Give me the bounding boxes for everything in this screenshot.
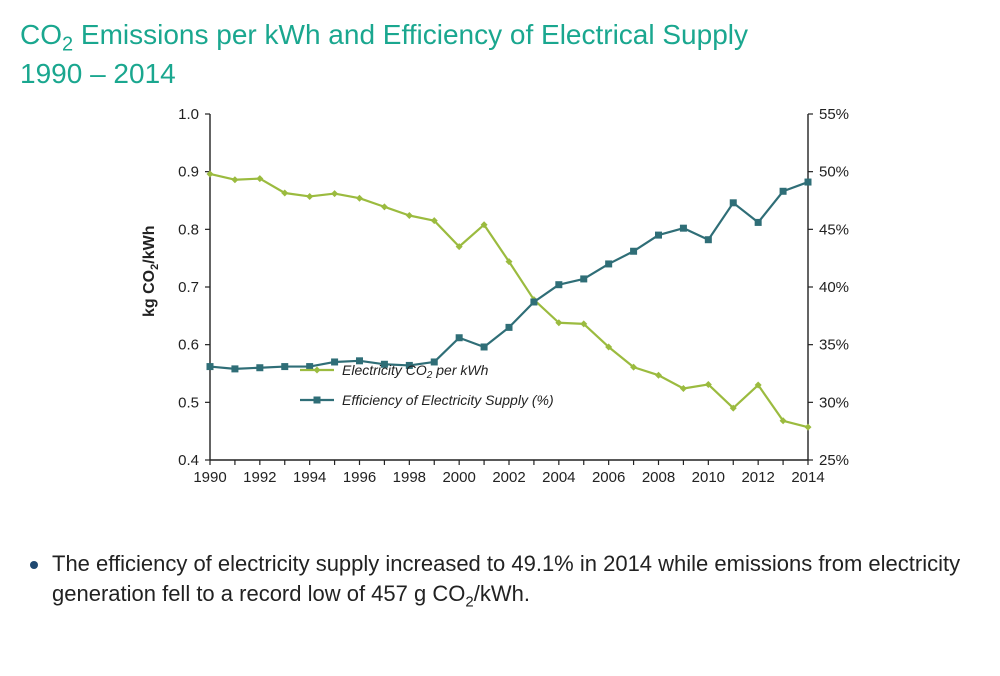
svg-text:0.9: 0.9 (178, 164, 199, 181)
svg-text:1990: 1990 (193, 469, 226, 486)
svg-text:25%: 25% (819, 452, 849, 469)
svg-text:2012: 2012 (741, 469, 774, 486)
svg-text:2006: 2006 (592, 469, 625, 486)
svg-text:2000: 2000 (442, 469, 475, 486)
svg-text:35%: 35% (819, 337, 849, 354)
svg-text:kg CO2/kWh: kg CO2/kWh (141, 226, 161, 317)
svg-text:0.8: 0.8 (178, 222, 199, 239)
svg-text:0.6: 0.6 (178, 337, 199, 354)
svg-text:2004: 2004 (542, 469, 575, 486)
bullet-dot-icon (30, 561, 38, 569)
summary-bullet: The efficiency of electricity supply inc… (26, 549, 974, 612)
svg-text:1992: 1992 (243, 469, 276, 486)
chart-container: 0.4 0.5 0.6 0.7 0.8 0.9 1.0 25% 30% 35% 40% 45% 50% 5… (120, 100, 880, 525)
svg-text:50%: 50% (819, 164, 849, 181)
svg-text:1996: 1996 (343, 469, 376, 486)
summary-text: The efficiency of electricity supply inc… (52, 549, 974, 612)
svg-text:2010: 2010 (692, 469, 725, 486)
svg-text:0.4: 0.4 (178, 452, 199, 469)
svg-text:1998: 1998 (393, 469, 426, 486)
page-title: CO2 Emissions per kWh and Efficiency of … (20, 18, 980, 90)
svg-text:40%: 40% (819, 279, 849, 296)
svg-text:45%: 45% (819, 222, 849, 239)
svg-text:0.5: 0.5 (178, 395, 199, 412)
svg-text:1.0: 1.0 (178, 106, 199, 123)
svg-text:Electricity CO2 per kWh: Electricity CO2 per kWh (342, 362, 489, 381)
svg-text:30%: 30% (819, 395, 849, 412)
svg-text:2008: 2008 (642, 469, 675, 486)
svg-text:2014: 2014 (791, 469, 824, 486)
svg-text:0.7: 0.7 (178, 279, 199, 296)
svg-text:2002: 2002 (492, 469, 525, 486)
svg-text:1994: 1994 (293, 469, 326, 486)
svg-text:Efficiency of Electricity Supp: Efficiency of Electricity Supply (%) (342, 392, 554, 408)
svg-text:55%: 55% (819, 106, 849, 123)
emissions-efficiency-chart: 0.4 0.5 0.6 0.7 0.8 0.9 1.0 25% 30% 35% 40% 45% 50% 5… (120, 100, 880, 520)
